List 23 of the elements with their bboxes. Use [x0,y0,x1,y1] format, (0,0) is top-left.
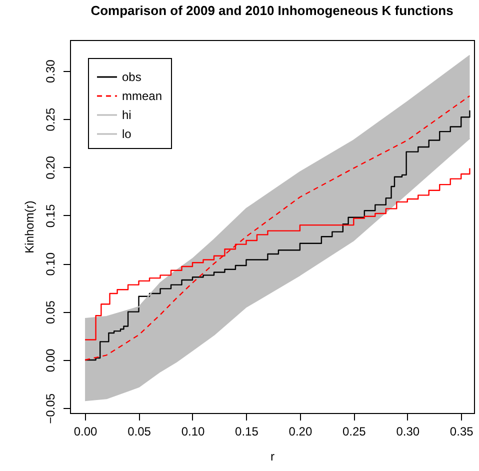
y-axis-title: Kinhom(r) [22,200,36,254]
y-tick-label: −0.05 [44,393,58,424]
y-tick-label: 0.25 [44,108,58,132]
x-tick-label: 0.15 [235,424,259,438]
legend-label: obs [122,70,142,84]
y-tick-label: 0.30 [44,59,58,84]
x-tick-label: 0.30 [396,424,420,438]
x-tick-label: 0.10 [181,424,205,438]
legend-label: lo [122,127,132,141]
y-tick-label: 0.05 [44,300,58,324]
y-tick-label: 0.15 [44,204,58,228]
x-tick-label: 0.25 [342,424,366,438]
legend-label: hi [122,108,132,122]
y-tick-label: 0.00 [44,348,58,372]
x-tick-label: 0.20 [288,424,312,438]
x-axis-title: r [270,450,274,464]
y-tick-label: 0.10 [44,252,58,276]
x-tick-label: 0.00 [74,424,98,438]
x-tick-label: 0.05 [128,424,152,438]
x-tick-label: 0.35 [450,424,474,438]
chart-title: Comparison of 2009 and 2010 Inhomogeneous K functions [90,3,454,18]
y-tick-label: 0.20 [44,156,58,180]
legend-label: mmean [122,89,162,103]
